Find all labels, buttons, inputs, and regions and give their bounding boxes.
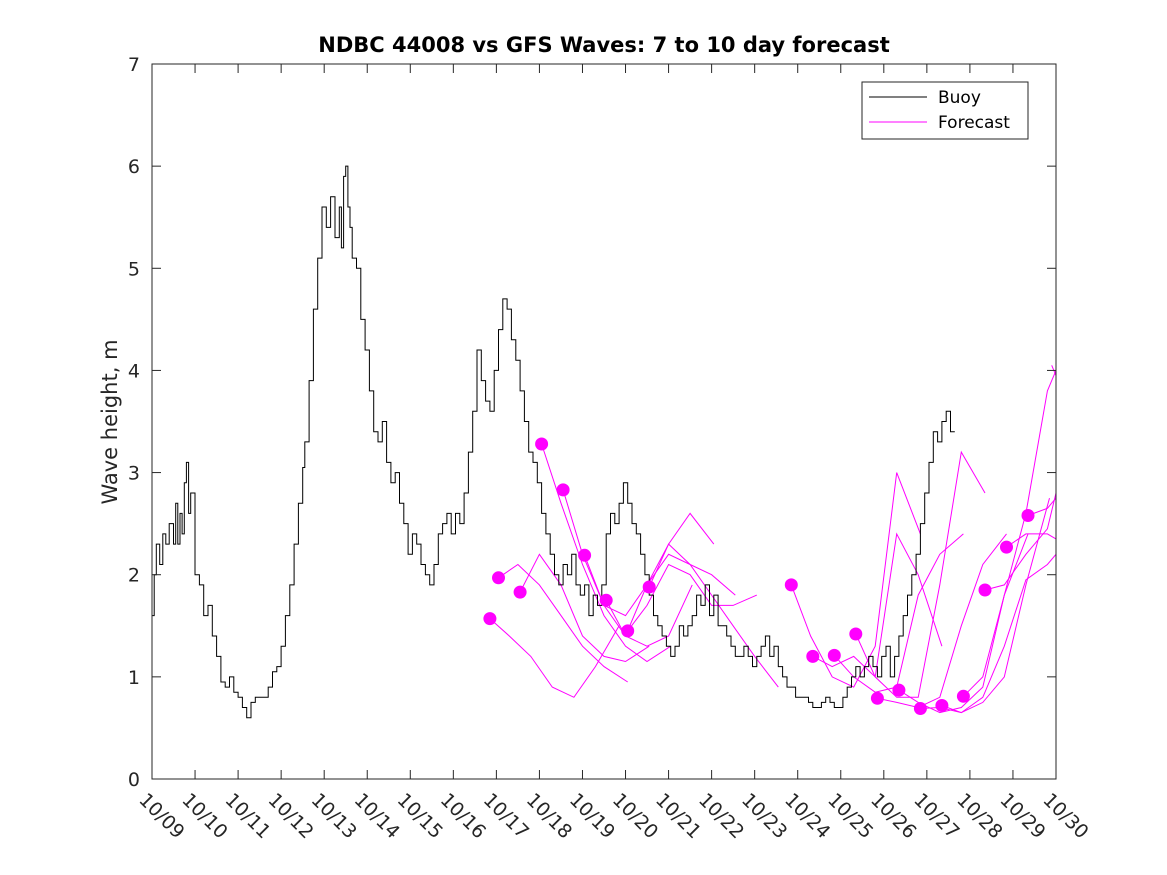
y-tick-label-6: 6 — [128, 156, 140, 178]
forecast-marker-11 — [806, 649, 820, 663]
forecast-line-14 — [877, 533, 1007, 709]
forecast-line-17 — [941, 553, 1056, 714]
forecast-marker-3 — [513, 585, 527, 599]
forecast-marker-1 — [483, 612, 497, 626]
forecast-marker-19 — [978, 583, 992, 597]
y-tick-label-0: 0 — [128, 769, 140, 791]
y-tick-label-1: 1 — [128, 667, 140, 689]
forecast-marker-4 — [535, 437, 549, 451]
marker-layer — [483, 437, 1035, 715]
forecast-line-13 — [855, 450, 986, 698]
forecast-marker-13 — [849, 627, 863, 641]
forecast-line-4 — [541, 443, 671, 663]
y-axis-label: Wave height, m — [98, 339, 122, 504]
legend-buoy-label: Buoy — [938, 88, 981, 108]
plot-background — [152, 64, 1056, 779]
forecast-marker-10 — [784, 578, 798, 592]
forecast-marker-18 — [956, 689, 970, 703]
forecast-line-19 — [984, 492, 1056, 591]
legend-forecast-label: Forecast — [938, 113, 1010, 133]
y-tick-label-5: 5 — [128, 258, 140, 280]
chart-title: NDBC 44008 vs GFS Waves: 7 to 10 day for… — [318, 33, 889, 57]
forecast-line-3 — [519, 553, 650, 663]
forecast-marker-12 — [827, 648, 841, 662]
forecast-line-2 — [498, 563, 628, 683]
forecast-line-1 — [489, 618, 620, 698]
forecast-marker-2 — [492, 571, 505, 585]
forecast-marker-17 — [935, 699, 949, 712]
forecast-marker-16 — [913, 702, 927, 715]
forecast-line-18 — [963, 370, 1056, 697]
forecast-marker-21 — [1021, 509, 1035, 522]
legend-box — [861, 81, 1029, 140]
forecast-marker-15 — [892, 683, 906, 697]
forecast-marker-7 — [599, 593, 613, 607]
forecast-marker-8 — [621, 624, 635, 638]
y-tick-label-3: 3 — [128, 463, 140, 485]
forecast-line-9 — [648, 543, 779, 688]
forecast-marker-14 — [870, 691, 884, 705]
plot-frame — [151, 63, 1057, 780]
forecast-marker-9 — [642, 580, 656, 594]
y-tick-label-4: 4 — [128, 360, 140, 382]
plot-area — [151, 63, 1057, 780]
forecast-marker-5 — [556, 483, 570, 497]
y-tick-label-2: 2 — [128, 565, 140, 587]
legend: Buoy Forecast — [861, 81, 1029, 140]
forecast-line-10 — [790, 472, 921, 688]
series-layer — [152, 165, 1056, 719]
y-tick-label-7: 7 — [128, 54, 140, 76]
forecast-marker-6 — [578, 548, 592, 562]
forecast-line-21 — [1027, 497, 1056, 516]
forecast-marker-20 — [1000, 540, 1013, 554]
buoy-line — [152, 165, 955, 719]
forecast-line-20 — [1006, 533, 1056, 548]
forecast-line-8 — [627, 563, 757, 632]
